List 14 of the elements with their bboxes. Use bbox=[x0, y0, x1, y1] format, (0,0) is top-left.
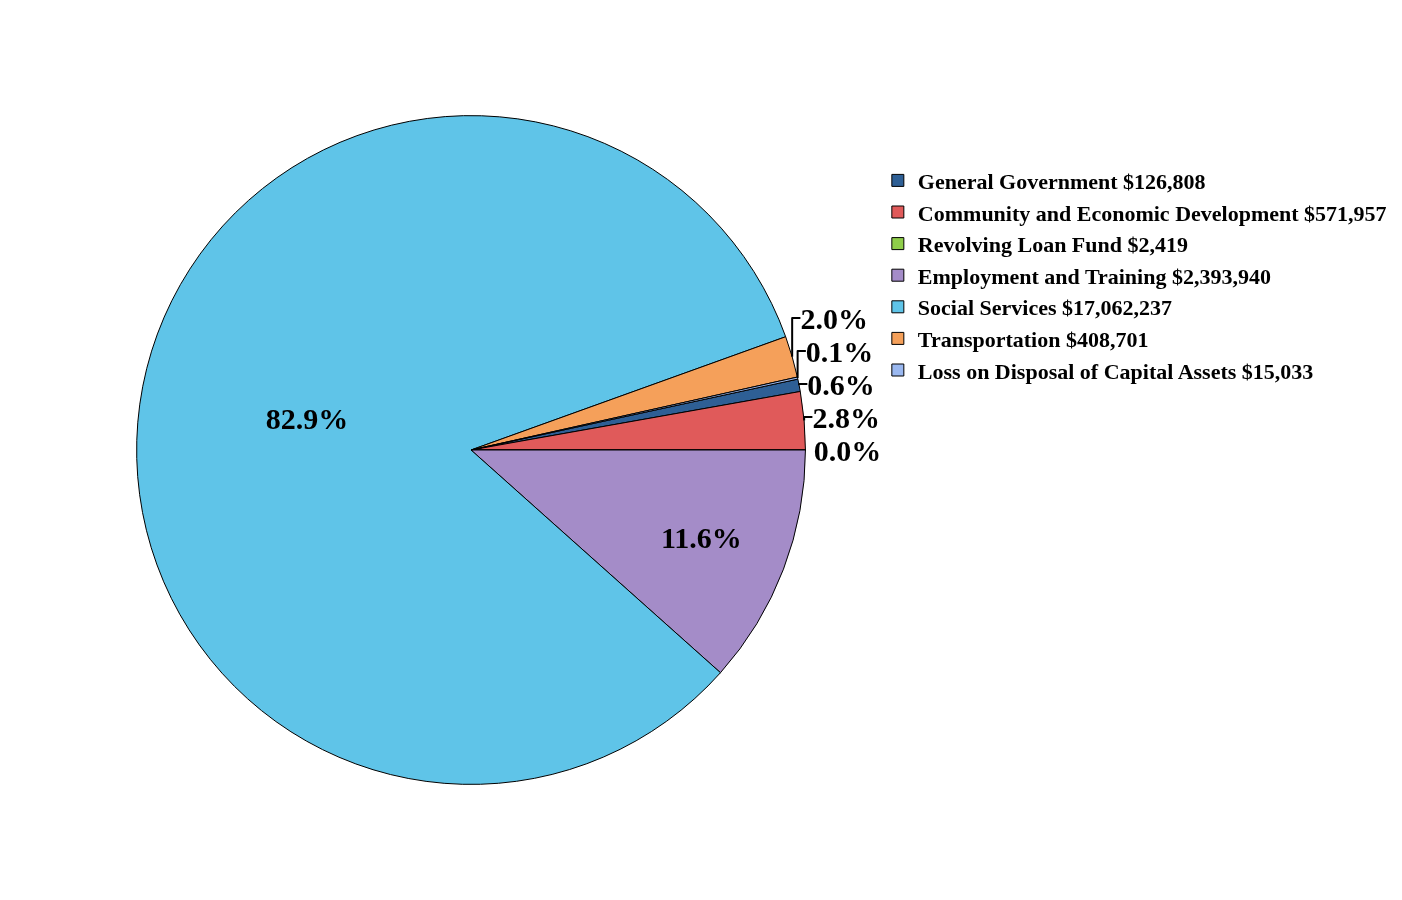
data-label: 2.8% bbox=[812, 400, 880, 434]
data-label: 0.1% bbox=[805, 334, 874, 368]
legend-label: General Government $126,808 bbox=[917, 168, 1206, 194]
legend-label: Revolving Loan Fund $2,419 bbox=[917, 232, 1189, 258]
legend-label: Employment and Training $2,393,940 bbox=[917, 263, 1271, 289]
data-label: 11.6% bbox=[660, 521, 742, 555]
legend-label: Transportation $408,701 bbox=[917, 326, 1149, 352]
data-label: 82.9% bbox=[265, 401, 349, 435]
legend-label: Social Services $17,062,237 bbox=[917, 295, 1173, 321]
data-label: 2.0% bbox=[800, 301, 868, 335]
text: 0.0% bbox=[813, 433, 882, 467]
data-label: 0.6% bbox=[807, 367, 875, 401]
legend-label: Loss on Disposal of Capital Assets $15,033 bbox=[917, 358, 1314, 384]
legend-label: Community and Economic Development $571,957 bbox=[917, 200, 1387, 226]
